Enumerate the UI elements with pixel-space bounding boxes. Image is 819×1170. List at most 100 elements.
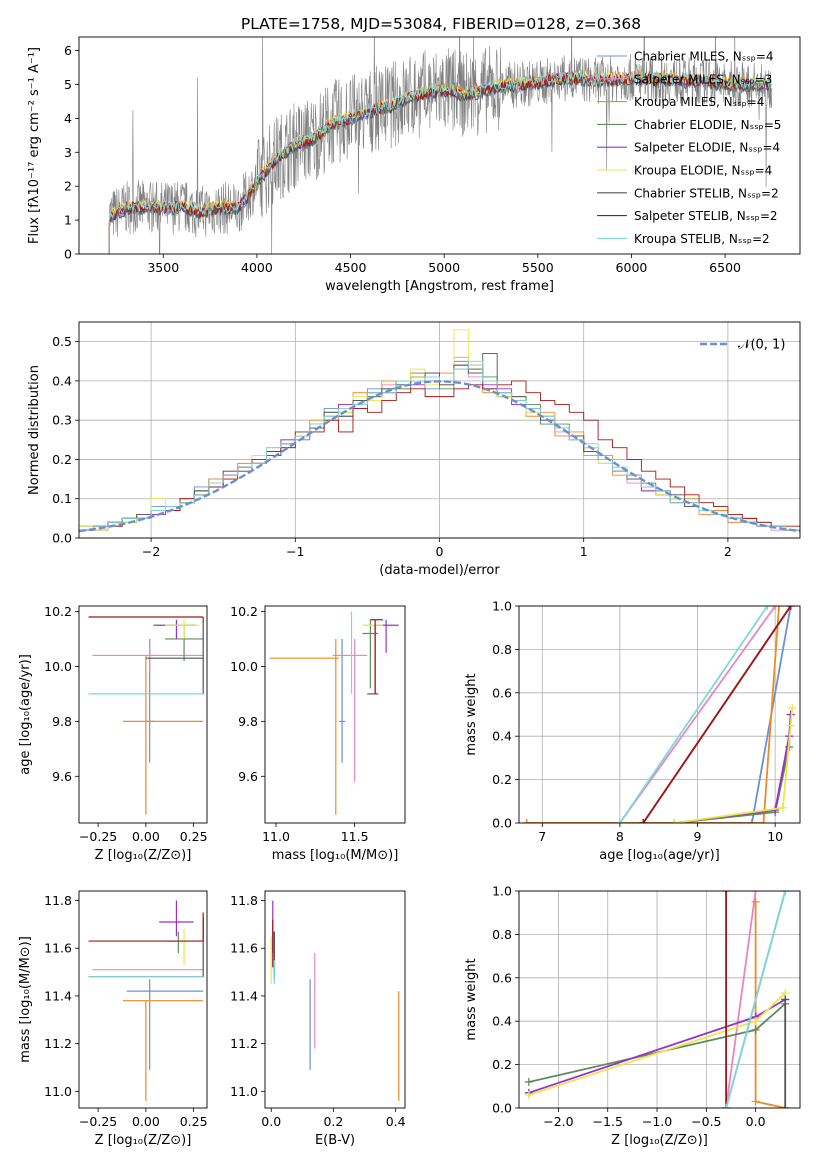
weight-marker: [763, 606, 772, 610]
x-tick-label: 0.00: [132, 829, 160, 844]
x-axis-label: E(B-V): [315, 1133, 355, 1148]
weight-marker: [722, 891, 731, 895]
x-tick-label: −0.25: [79, 829, 117, 844]
x-tick-label: 6500: [709, 260, 741, 275]
y-tick-label: 10.0: [44, 659, 72, 674]
y-axis-label: Flux [fλ10⁻¹⁷ erg cm⁻² s⁻¹ A⁻¹]: [27, 47, 42, 244]
x-axis-label: Z [log₁₀(Z/Z⊙)]: [95, 1133, 192, 1148]
x-tick-label: −0.25: [79, 1114, 117, 1129]
legend-label-salpeter-elodie: Salpeter ELODIE, Nₛₛₚ=4: [634, 141, 780, 155]
weight-line-kroupa-miles: [526, 606, 780, 823]
y-tick-label: 1.0: [492, 884, 512, 899]
y-tick-label: 10.0: [230, 659, 258, 674]
weight-line-chabrier-miles: [526, 606, 792, 823]
x-tick-label: 5000: [428, 260, 460, 275]
weight-line-salpeter-miles: [526, 606, 776, 823]
weight-line-kroupa-miles: [754, 901, 786, 1108]
x-tick-label: 5500: [522, 260, 554, 275]
x-tick-label: 0.2: [323, 1114, 343, 1129]
plot-frame-age-vs-mass: [264, 605, 406, 824]
model-spectrum-kroupa-stelib: [79, 69, 772, 254]
y-tick-label: 0.5: [52, 334, 72, 349]
plot-frame-mass-weight-vs-z: [518, 890, 801, 1109]
histogram-salpeter-stelib: [79, 380, 800, 531]
weights-mass-weight-vs-age: [522, 606, 797, 823]
y-tick-label: 0.2: [492, 772, 512, 787]
plot-frame-spectrum: [78, 36, 801, 255]
gaussian-curve: [79, 380, 800, 533]
legend-label-kroupa-elodie: Kroupa ELODIE, Nₛₛₚ=4: [634, 164, 772, 178]
weight-marker: [522, 819, 531, 823]
weight-line-kroupa-stelib: [725, 891, 787, 1108]
weight-marker: [751, 1097, 760, 1106]
y-tick-label: 11.2: [230, 1036, 258, 1051]
y-tick-label: 4: [64, 111, 72, 126]
legend-label-chabrier-stelib: Chabrier STELIB, Nₛₛₚ=2: [634, 186, 779, 200]
y-tick-label: 11.6: [230, 941, 258, 956]
x-tick-label: 8: [616, 829, 624, 844]
y-tick-label: 0.8: [492, 927, 512, 942]
errorbars-age-vs-mass: [269, 611, 399, 815]
weight-marker: [781, 1104, 790, 1108]
y-tick-label: 9.6: [238, 769, 258, 784]
y-tick-label: 11.8: [44, 893, 72, 908]
weight-line-kroupa-stelib: [619, 606, 769, 823]
x-tick-label: 0.25: [180, 829, 208, 844]
x-axis-label: Z [log₁₀(Z/Z⊙)]: [611, 1133, 708, 1148]
weight-marker: [722, 1104, 731, 1108]
x-axis-label: Z [log₁₀(Z/Z⊙)]: [95, 848, 192, 863]
x-tick-label: 0.4: [386, 1114, 406, 1129]
weight-marker: [788, 703, 797, 712]
x-tick-label: −1.0: [642, 1114, 672, 1129]
weight-marker: [771, 606, 780, 610]
y-tick-label: 1.0: [492, 599, 512, 614]
y-tick-label: 9.8: [52, 714, 72, 729]
x-tick-label: 3500: [147, 260, 179, 275]
x-tick-label: 0.0: [261, 1114, 281, 1129]
y-axis-label: mass weight: [464, 958, 479, 1040]
x-tick-label: 0.00: [132, 1114, 160, 1129]
y-tick-label: 9.6: [52, 769, 72, 784]
y-tick-label: 11.0: [44, 1084, 72, 1099]
legend-label-salpeter-stelib: Salpeter STELIB, Nₛₛₚ=2: [634, 209, 778, 223]
y-tick-label: 0.4: [492, 729, 512, 744]
y-tick-label: 0.0: [52, 531, 72, 546]
x-tick-label: 2: [724, 544, 732, 559]
weight-marker: [775, 606, 784, 610]
y-tick-label: 0.6: [492, 685, 512, 700]
x-tick-label: 9: [694, 829, 702, 844]
plot-frame-mass-weight-vs-age: [518, 605, 801, 824]
y-tick-label: 0.8: [492, 642, 512, 657]
y-tick-label: 11.4: [44, 988, 72, 1003]
x-tick-label: 6000: [616, 260, 648, 275]
y-axis-label: mass weight: [464, 673, 479, 755]
y-tick-label: 0.6: [492, 970, 512, 985]
x-tick-label: −1: [286, 544, 304, 559]
weight-marker: [524, 1077, 533, 1086]
plot-frame-mass-vs-ebv: [264, 890, 406, 1109]
legend-label-kroupa-stelib: Kroupa STELIB, Nₛₛₚ=2: [634, 232, 770, 246]
x-tick-label: 4500: [335, 260, 367, 275]
x-axis-label: mass [log₁₀(M/M⊙)]: [272, 848, 399, 863]
y-tick-label: 0: [64, 247, 72, 262]
x-tick-label: −2: [142, 544, 160, 559]
y-tick-label: 10.2: [230, 604, 258, 619]
y-tick-label: 1: [64, 213, 72, 228]
y-tick-label: 11.8: [230, 893, 258, 908]
weight-line-kroupa-elodie: [674, 707, 794, 823]
figure-title: PLATE=1758, MJD=53084, FIBERID=0128, z=0…: [241, 15, 641, 33]
weight-marker: [615, 819, 624, 823]
errorbars-mass-vs-z: [88, 900, 204, 1101]
x-axis-label: (data-model)/error: [379, 563, 500, 578]
spectrum-lines: [79, 37, 773, 254]
x-tick-label: 1: [580, 544, 588, 559]
weight-marker: [751, 897, 760, 906]
x-axis-label: wavelength [Angstrom, rest frame]: [325, 279, 554, 294]
x-tick-label: 4000: [241, 260, 273, 275]
weight-marker: [524, 1090, 533, 1099]
y-axis-label: Normed distribution: [27, 365, 42, 495]
legend-label-kroupa-miles: Kroupa MILES, Nₛₛₚ=4: [634, 95, 764, 109]
weight-marker: [639, 819, 648, 823]
weight-marker: [670, 819, 679, 823]
y-tick-label: 2: [64, 179, 72, 194]
